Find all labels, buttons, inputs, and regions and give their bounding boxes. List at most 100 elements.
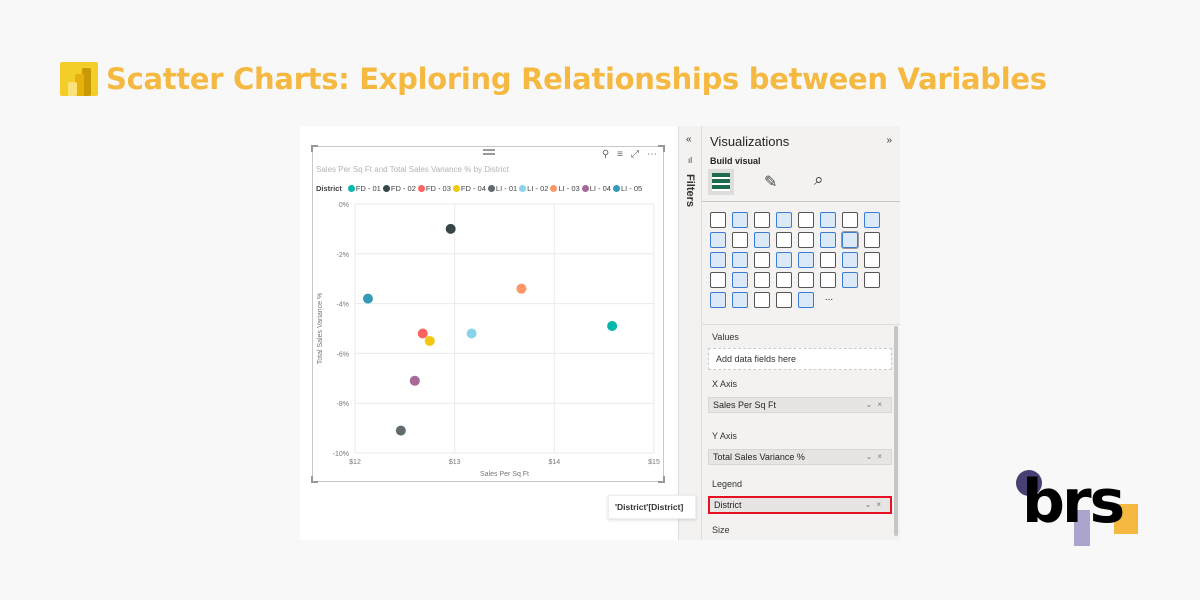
legend-dot-icon xyxy=(612,185,620,192)
page-title: Scatter Charts: Exploring Relationships … xyxy=(106,62,1047,96)
legend-title: District xyxy=(316,184,342,193)
legend-item[interactable]: LI - 04 xyxy=(581,184,611,193)
legend-item[interactable]: FD - 02 xyxy=(382,184,416,193)
legend-item[interactable]: LI - 01 xyxy=(487,184,518,193)
visual-type-icon[interactable] xyxy=(754,232,770,248)
visual-type-icon[interactable] xyxy=(754,212,770,228)
visual-type-icon[interactable] xyxy=(864,252,880,268)
visual-type-icon[interactable] xyxy=(864,232,880,248)
x-axis-field[interactable]: Sales Per Sq Ft ⌄× xyxy=(708,397,892,413)
y-tick-label: 0% xyxy=(339,202,349,209)
data-point[interactable] xyxy=(466,328,477,339)
data-point[interactable] xyxy=(409,375,420,386)
visual-type-icon[interactable] xyxy=(798,292,814,308)
legend-item[interactable]: FD - 04 xyxy=(452,184,486,193)
scatter-chart-visual-icon[interactable] xyxy=(841,231,859,249)
visual-type-icon[interactable] xyxy=(820,272,836,288)
data-point[interactable] xyxy=(417,328,428,339)
data-point[interactable] xyxy=(424,335,435,346)
visual-type-icon[interactable] xyxy=(710,252,726,268)
visual-type-icon[interactable] xyxy=(776,272,792,288)
visual-type-gallery: ... xyxy=(710,212,882,308)
analytics-tab-icon[interactable]: ⌕ xyxy=(814,170,824,189)
pin-icon[interactable]: ⚲ xyxy=(601,149,610,160)
power-bi-logo-icon xyxy=(60,62,98,96)
visual-type-icon[interactable] xyxy=(732,212,748,228)
legend-label: FD - 02 xyxy=(390,184,416,193)
visual-type-icon[interactable] xyxy=(842,252,858,268)
visual-type-icon[interactable] xyxy=(820,252,836,268)
values-well[interactable]: Add data fields here xyxy=(708,348,892,370)
visual-type-icon[interactable] xyxy=(732,252,748,268)
visual-type-icon[interactable] xyxy=(798,252,814,268)
visual-type-icon[interactable] xyxy=(798,212,814,228)
y-axis-label: Y Axis xyxy=(712,431,737,441)
filter-icon[interactable]: ≡ xyxy=(617,149,623,160)
format-visual-tab-icon[interactable]: ✎ xyxy=(764,174,778,191)
visual-type-icon[interactable] xyxy=(754,272,770,288)
visual-type-icon[interactable] xyxy=(776,292,792,308)
visual-type-icon[interactable] xyxy=(776,232,792,248)
build-visual-tab-icon[interactable] xyxy=(708,169,734,195)
filters-label[interactable]: Filters xyxy=(684,174,696,208)
data-point[interactable] xyxy=(516,283,527,294)
visual-type-icon[interactable] xyxy=(864,272,880,288)
scatter-visual[interactable]: ⚲ ≡ ⤢ ⋯ Sales Per Sq Ft and Total Sales … xyxy=(311,145,665,483)
visual-type-icon[interactable] xyxy=(776,212,792,228)
visual-type-icon[interactable] xyxy=(754,292,770,308)
expand-icon[interactable]: » xyxy=(886,135,892,146)
legend-item[interactable]: LI - 05 xyxy=(612,184,642,193)
chevron-down-close-icon[interactable]: ⌄× xyxy=(865,452,887,461)
visual-type-icon[interactable] xyxy=(842,272,858,288)
visual-type-icon[interactable] xyxy=(864,212,880,228)
collapse-icon[interactable]: « xyxy=(686,134,692,145)
data-point[interactable] xyxy=(445,223,456,234)
pane-scrollbar[interactable] xyxy=(894,326,898,536)
data-point[interactable] xyxy=(362,293,373,304)
filter-bars-icon: ıl xyxy=(688,156,692,165)
size-label: Size xyxy=(712,525,730,535)
visual-type-icon[interactable] xyxy=(820,212,836,228)
visual-type-icon[interactable] xyxy=(798,232,814,248)
legend-field[interactable]: District ⌄× xyxy=(708,496,892,514)
visual-type-icon[interactable] xyxy=(798,272,814,288)
visual-type-icon[interactable] xyxy=(732,232,748,248)
values-label: Values xyxy=(712,332,739,342)
filters-pane-collapsed[interactable]: « ıl Filters xyxy=(678,126,702,540)
chevron-down-close-icon[interactable]: ⌄× xyxy=(864,500,886,509)
visual-type-icon[interactable] xyxy=(732,292,748,308)
x-tick-label: $12 xyxy=(349,459,361,466)
visual-type-icon[interactable] xyxy=(710,212,726,228)
legend-dot-icon xyxy=(519,185,527,192)
drag-handle[interactable] xyxy=(483,149,495,155)
x-axis-title: Sales Per Sq Ft xyxy=(480,471,529,478)
legend-dot-icon xyxy=(581,185,589,192)
chevron-down-close-icon[interactable]: ⌄× xyxy=(865,400,887,409)
legend-field-name: District xyxy=(714,500,742,510)
focus-mode-icon[interactable]: ⤢ xyxy=(631,149,639,160)
brs-logo: brs xyxy=(1016,467,1146,548)
visual-type-icon[interactable] xyxy=(710,232,726,248)
legend-item[interactable]: FD - 03 xyxy=(417,184,451,193)
visual-type-icon[interactable] xyxy=(842,212,858,228)
legend-label: FD - 01 xyxy=(355,184,381,193)
y-axis-field[interactable]: Total Sales Variance % ⌄× xyxy=(708,449,892,465)
more-options-icon[interactable]: ⋯ xyxy=(647,149,657,160)
more-visuals-icon[interactable]: ... xyxy=(824,292,834,303)
visual-type-icon[interactable] xyxy=(776,252,792,268)
visual-type-icon[interactable] xyxy=(732,272,748,288)
visual-type-icon[interactable] xyxy=(754,252,770,268)
data-point[interactable] xyxy=(395,425,406,436)
visual-type-icon[interactable] xyxy=(710,272,726,288)
y-tick-label: -10% xyxy=(333,451,349,458)
legend-label: LI - 01 xyxy=(495,184,518,193)
y-tick-label: -2% xyxy=(337,252,349,259)
visual-type-icon[interactable] xyxy=(710,292,726,308)
x-tick-label: $14 xyxy=(548,459,560,466)
data-point[interactable] xyxy=(607,321,618,332)
legend-item[interactable]: LI - 02 xyxy=(519,184,548,193)
legend-dot-icon xyxy=(347,185,355,192)
legend-item[interactable]: FD - 01 xyxy=(347,184,381,193)
visual-type-icon[interactable] xyxy=(820,232,836,248)
legend-item[interactable]: LI - 03 xyxy=(550,184,580,193)
